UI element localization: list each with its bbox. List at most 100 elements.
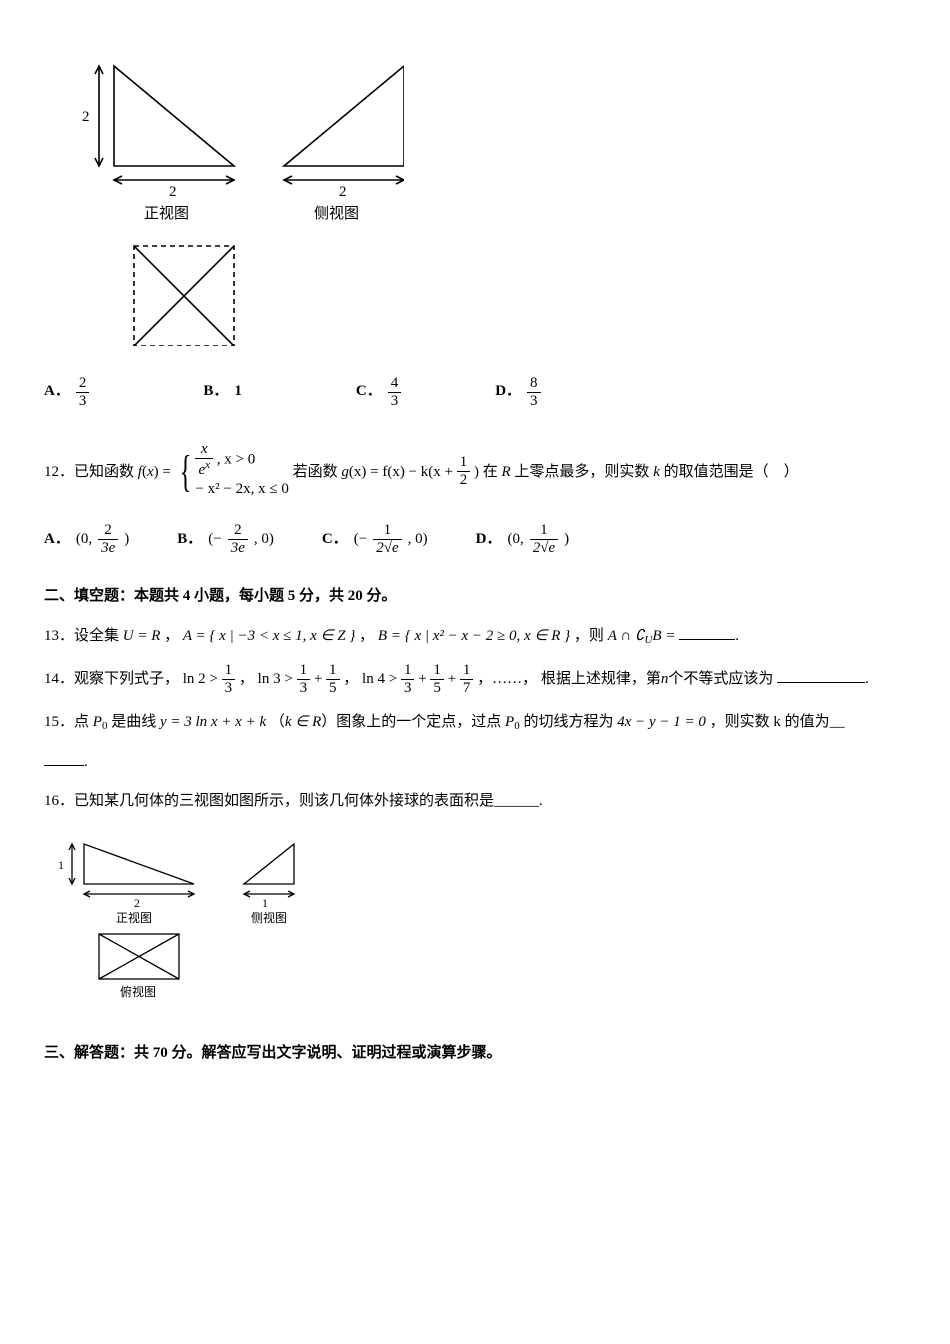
opt-c-den: 3 — [388, 393, 402, 409]
q15-zero2: 0 — [514, 720, 520, 732]
q16-label-side1: 1 — [262, 896, 268, 910]
q12d-d: 2√e — [530, 540, 558, 556]
q13-A: A = { x | −3 < x ≤ 1, x ∈ Z } — [183, 628, 356, 644]
q14-c2: ， — [343, 671, 358, 687]
opt-c-label: C． — [356, 379, 382, 405]
q14-c3: ，……， — [477, 671, 537, 687]
q14-mid: 根据上述规律，第 — [541, 671, 661, 687]
q12-lead: 12．已知函数 — [44, 463, 134, 479]
q16-label-w2: 2 — [134, 896, 140, 910]
q14-t2an: 1 — [297, 663, 311, 680]
q12-stem: 12．已知函数 f(x) = { xex , x > 0 − x² − 2x, … — [44, 435, 906, 510]
q13-stem: 13．设全集 U = R ， A = { x | −3 < x ≤ 1, x ∈… — [44, 624, 906, 650]
label-height-2: 2 — [82, 109, 90, 125]
opt-d-label: D． — [495, 379, 521, 405]
q12-mid3: 上零点最多，则实数 — [514, 463, 653, 479]
q14-stem: 14．观察下列式子， ln 2 > 13 ， ln 3 > 13 + 15 ， … — [44, 663, 906, 696]
q15-kin: k ∈ R — [285, 714, 321, 730]
q15-lead: 15．点 — [44, 714, 89, 730]
q15-zero1: 0 — [102, 720, 108, 732]
q12-opt-a-rp: ) — [124, 527, 129, 553]
q14-t3an: 1 — [401, 663, 415, 680]
q12-x: x — [147, 463, 154, 479]
q14-plus1: + — [314, 671, 326, 687]
q12-mid2: 在 — [483, 463, 502, 479]
q13-sep2: ， — [359, 628, 378, 644]
q13-lead: 13．设全集 — [44, 628, 123, 644]
opt-d-den: 3 — [527, 393, 541, 409]
q14-t3bn: 1 — [430, 663, 444, 680]
q12-opt-a-label: A． — [44, 527, 70, 553]
q13-U: U = R — [123, 628, 161, 644]
q14-ln2: ln 2 > — [183, 671, 222, 687]
q13-sep1: ， — [164, 628, 179, 644]
q16-label-h1: 1 — [58, 858, 64, 872]
q12-opt-c-label: C． — [322, 527, 348, 553]
q12-opt-b-label: B． — [177, 527, 202, 553]
q15-mid4: 的切线方程为 — [523, 714, 613, 730]
q12-gx2: ) — [474, 463, 479, 479]
q12b-n: 2 — [228, 523, 248, 540]
q12c-lp: (− — [354, 527, 367, 553]
q16-figure: 1 2 1 正视图 侧视图 俯视图 — [44, 829, 906, 1014]
q12d-rp: ) — [564, 527, 569, 553]
q12-opt-b: B． (− 23e , 0) — [177, 523, 274, 556]
q12-opt-c: C． (− 12√e , 0) — [322, 523, 428, 556]
q16-lead: 16．已知某几何体的三视图如图所示，则该几何体外接球的表面积是______. — [44, 793, 543, 809]
q15-mid2: （ — [270, 714, 285, 730]
q12-R: R — [502, 463, 511, 479]
q12b-lp: (− — [208, 527, 221, 553]
q12-case1-num: x — [195, 442, 213, 459]
q12-case2: − x² − 2x, x ≤ 0 — [195, 478, 288, 501]
section-3-heading: 三、解答题：共 70 分。解答应写出文字说明、证明过程或演算步骤。 — [44, 1041, 906, 1067]
q11-opt-c: C． 43 — [356, 376, 401, 409]
q12-k: k — [653, 463, 660, 479]
q14-blank — [777, 667, 865, 683]
label-side-width-2: 2 — [339, 184, 347, 200]
label-front-width-2: 2 — [169, 184, 177, 200]
q12-options: A． (0, 23e ) B． (− 23e , 0) C． (− 12√e ,… — [44, 523, 906, 556]
q14-c1: ， — [239, 671, 254, 687]
q14-t3ad: 3 — [401, 680, 415, 696]
q12c-d: 2√e — [373, 540, 401, 556]
q15-eq: y = 3 ln x + x + k — [160, 714, 266, 730]
q12-eq: = — [162, 463, 174, 479]
q14-t1n: 1 — [222, 663, 236, 680]
q12a-n: 2 — [98, 523, 118, 540]
q14-t3bd: 5 — [430, 680, 444, 696]
q12b-mid: , 0) — [254, 527, 274, 553]
q12-opt-d-label: D． — [476, 527, 502, 553]
q15-tail: ，则实数 k 的值为__ — [710, 714, 845, 730]
q14-t3cd: 7 — [460, 680, 474, 696]
q14-t3cn: 1 — [460, 663, 474, 680]
q15-P2: P — [505, 714, 514, 730]
q13-tail1: ，则 — [574, 628, 608, 644]
q12-opt-a-lp: (0, — [76, 527, 92, 553]
q11-options: A． 23 B． 1 C． 43 D． 83 — [44, 376, 906, 409]
q14-tail: 个不等式应该为 — [668, 671, 773, 687]
q13-blank — [679, 624, 735, 640]
q15-P: P — [93, 714, 102, 730]
q14-plus3: + — [448, 671, 460, 687]
q14-plus2: + — [418, 671, 430, 687]
q15-mid1: 是曲线 — [111, 714, 156, 730]
q16-label-side: 侧视图 — [251, 910, 287, 925]
q11-opt-d: D． 83 — [495, 376, 540, 409]
q12-half-n: 1 — [457, 455, 471, 472]
q12-mid4: 的取值范围是（ ） — [664, 463, 799, 479]
q13-A-int: A ∩ ∁ — [608, 628, 645, 644]
label-front-view: 正视图 — [144, 205, 189, 222]
section-2-heading: 二、填空题：本题共 4 小题，每小题 5 分，共 20 分。 — [44, 584, 906, 610]
q11-opt-b: B． 1 — [203, 379, 242, 405]
q14-ln4: ln 4 > — [362, 671, 401, 687]
q12d-lp: (0, — [507, 527, 523, 553]
brace-icon: { — [179, 435, 191, 510]
q13-Bsym: B = — [652, 628, 675, 644]
opt-b-val: 1 — [234, 379, 242, 405]
opt-a-num: 2 — [76, 376, 90, 393]
q14-t1d: 3 — [222, 680, 236, 696]
q12-mid1: 若函数 — [293, 463, 338, 479]
q15-mid3: ）图象上的一个定点，过点 — [321, 714, 501, 730]
opt-a-den: 3 — [76, 393, 90, 409]
opt-c-num: 4 — [388, 376, 402, 393]
